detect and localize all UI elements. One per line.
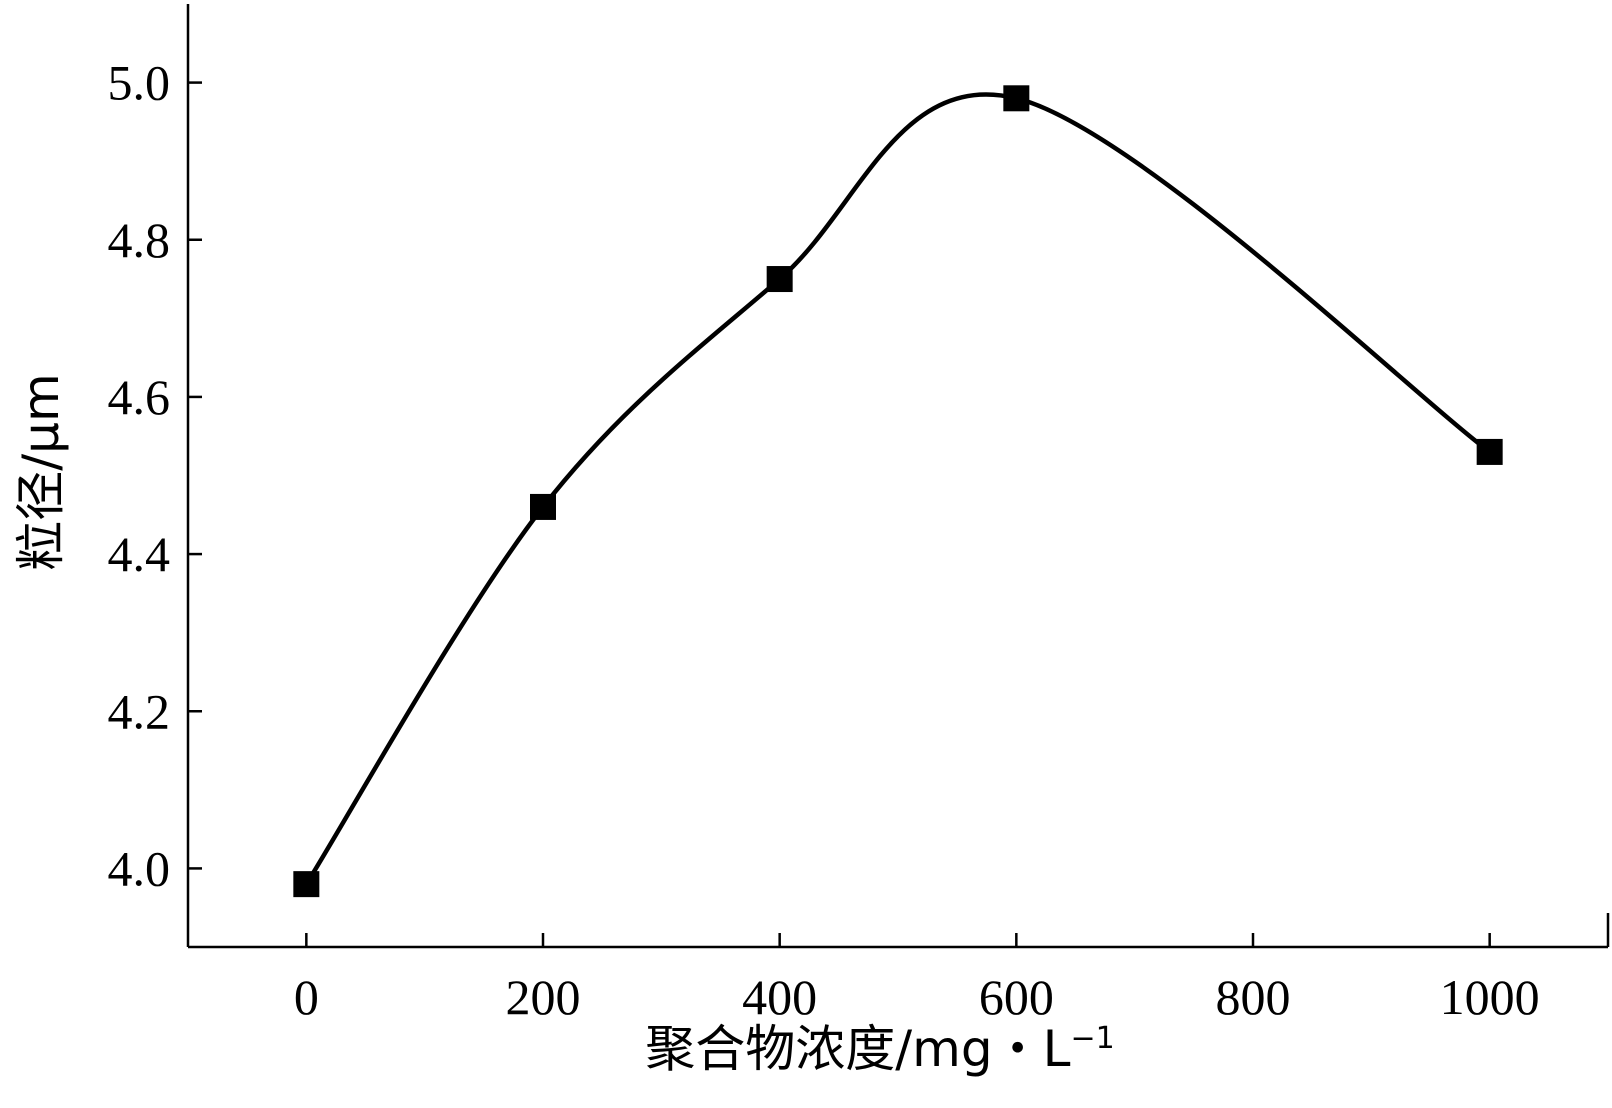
x-axis-title: 聚合物浓度/mg・L−1 bbox=[645, 1020, 1114, 1078]
data-point-marker bbox=[530, 493, 556, 520]
x-axis-title-superscript: −1 bbox=[1070, 1021, 1114, 1056]
x-axis-title-text: 聚合物浓度/mg・L bbox=[645, 1020, 1070, 1078]
y-axis-ticks: 4.0 4.2 4.4 4.6 4.8 5.0 bbox=[108, 55, 202, 896]
y-tick-label: 4.4 bbox=[108, 526, 171, 582]
x-tick-label: 800 bbox=[1216, 969, 1291, 1025]
data-point-marker bbox=[766, 266, 793, 293]
y-tick-label: 5.0 bbox=[108, 55, 171, 111]
x-tick-label: 0 bbox=[294, 969, 319, 1025]
series-line bbox=[304, 92, 1492, 887]
data-point-marker bbox=[1476, 438, 1503, 465]
x-tick-label: 200 bbox=[506, 969, 581, 1025]
y-axis-title: 粒径/μm bbox=[12, 373, 70, 570]
plot-area bbox=[293, 85, 1503, 898]
y-tick-label: 4.0 bbox=[108, 840, 171, 896]
x-tick-label: 600 bbox=[979, 969, 1054, 1025]
axes bbox=[186, 4, 1610, 949]
data-point-marker bbox=[293, 871, 320, 898]
y-tick-label: 4.2 bbox=[108, 683, 171, 739]
y-tick-label: 4.6 bbox=[108, 369, 171, 425]
x-tick-label: 1000 bbox=[1440, 969, 1540, 1025]
x-tick-label: 400 bbox=[742, 969, 817, 1025]
y-tick-label: 4.8 bbox=[108, 212, 171, 268]
data-point-marker bbox=[1003, 85, 1030, 112]
x-axis-ticks: 0 200 400 600 800 1000 bbox=[294, 933, 1540, 1025]
